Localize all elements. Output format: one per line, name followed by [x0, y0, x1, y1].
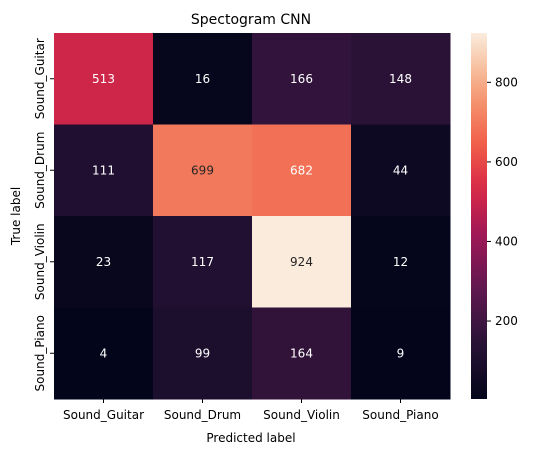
y-tick-label: Sound_Piano	[33, 315, 47, 391]
cell-value-label: 12	[393, 255, 408, 269]
x-axis-ticks: Sound_Guitar Sound_Drum Sound_Violin Sound_…	[63, 399, 439, 422]
chart-title: Spectogram CNN	[191, 12, 311, 28]
heatmap-cell	[153, 33, 253, 125]
cell-value-label: 148	[389, 72, 412, 86]
x-tick-label: Sound_Piano	[362, 408, 438, 422]
y-tick-label: Sound_Guitar	[33, 38, 47, 119]
heatmap-cells	[54, 33, 451, 400]
colorbar-tick-label: 200	[495, 314, 518, 328]
cell-value-label: 164	[290, 346, 313, 360]
y-tick-label: Sound_Violin	[33, 223, 47, 300]
heatmap-cell	[153, 124, 253, 217]
colorbar-tick-label: 400	[495, 234, 518, 248]
y-axis-ticks: Sound_Guitar Sound_Drum Sound_Violin Sound_…	[33, 38, 54, 391]
cell-value-label: 16	[195, 72, 210, 86]
heatmap-cell	[351, 33, 451, 125]
heatmap-cell	[252, 33, 352, 125]
cell-value-label: 924	[290, 255, 313, 269]
heatmap-cell	[153, 216, 253, 308]
cell-value-label: 682	[290, 163, 313, 177]
heatmap-cell	[252, 216, 352, 308]
heatmap-cell	[351, 124, 451, 217]
heatmap-cell	[54, 216, 154, 308]
colorbar-tick-label: 600	[495, 155, 518, 169]
cell-value-label: 699	[191, 163, 214, 177]
cell-value-label: 23	[96, 255, 111, 269]
heatmap-cell	[252, 124, 352, 217]
heatmap-cell	[54, 307, 154, 400]
cell-value-label: 513	[92, 72, 115, 86]
heatmap-cell	[54, 124, 154, 217]
x-tick-label: Sound_Drum	[164, 408, 241, 422]
y-tick-label: Sound_Drum	[33, 132, 47, 209]
x-tick-label: Sound_Guitar	[63, 408, 144, 422]
cell-value-label: 117	[191, 255, 214, 269]
y-axis-label: True label	[9, 187, 23, 246]
cell-value-label: 9	[397, 346, 405, 360]
heatmap-cell	[252, 307, 352, 400]
cell-value-label: 4	[100, 346, 108, 360]
cell-value-label: 166	[290, 72, 313, 86]
heatmap-cell	[351, 216, 451, 308]
cell-value-label: 111	[92, 163, 115, 177]
heatmap-cell	[54, 33, 154, 125]
heatmap-cell	[153, 307, 253, 400]
heatmap-cell	[351, 307, 451, 400]
cell-value-label: 44	[393, 163, 408, 177]
x-tick-label: Sound_Violin	[263, 408, 340, 422]
heatmap-annotations: 513 16 166 148 111 699 682 44 23 117 924 12 4 99 164 9	[92, 72, 412, 361]
x-axis-label: Predicted label	[206, 431, 295, 445]
cell-value-label: 99	[195, 346, 210, 360]
colorbar	[471, 33, 487, 399]
colorbar-tick-label: 800	[495, 75, 518, 89]
colorbar-ticks: 200 400 600 800	[487, 75, 518, 328]
